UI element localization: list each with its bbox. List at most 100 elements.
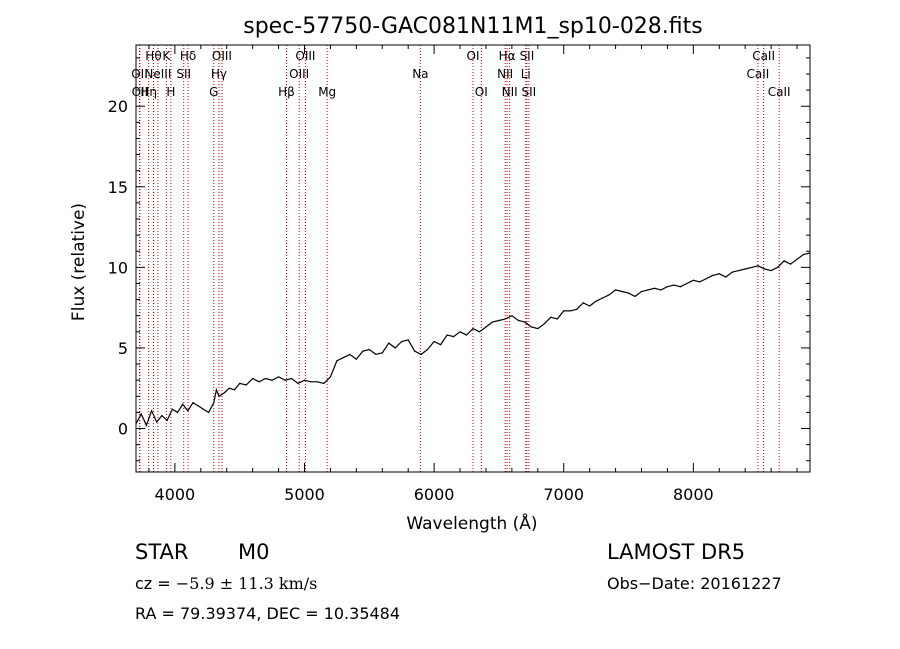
spectrum-point-23 <box>252 377 254 380</box>
line-marker-label-20: Hα <box>499 49 516 63</box>
spectrum-point-96 <box>725 276 727 278</box>
spectrum-point-86 <box>660 289 662 291</box>
spectrum-point-37 <box>342 357 344 359</box>
spectrum-point-45 <box>394 347 396 349</box>
spectrum-point-64 <box>517 319 520 322</box>
spectrum-point-24 <box>258 381 260 383</box>
spectrum-point-105 <box>783 260 785 262</box>
x-tick-label-0: 4000 <box>155 485 196 504</box>
spectrum-point-6 <box>166 419 168 421</box>
spectrum-point-55 <box>459 331 461 333</box>
spectrum-point-13 <box>202 408 204 410</box>
spectrum-point-25 <box>265 377 267 380</box>
spectrum-point-12 <box>197 405 199 407</box>
spectrum-point-32 <box>310 381 312 383</box>
line-marker-label-24: SII <box>522 85 537 99</box>
observation-date: Obs−Date: 20161227 <box>607 574 782 593</box>
spectrum-point-88 <box>673 284 675 286</box>
spectrum-point-77 <box>602 297 604 299</box>
spectrum-point-108 <box>802 253 805 256</box>
spectrum-point-3 <box>151 410 153 412</box>
line-markers <box>138 45 780 472</box>
line-marker-label-2: Hη <box>140 85 157 99</box>
spectrum-point-53 <box>446 334 448 336</box>
spectrum-series <box>135 252 811 427</box>
spectrum-point-4 <box>156 421 158 423</box>
spectrum-point-16 <box>215 389 217 391</box>
chart-title: spec-57750-GAC081N11M1_sp10-028.fits <box>243 14 703 39</box>
line-marker-label-3: Hθ <box>145 49 161 63</box>
spectrum-point-34 <box>323 382 325 384</box>
line-marker-label-11: OIII <box>212 49 232 63</box>
spectrum-point-63 <box>511 315 513 317</box>
line-marker-label-21: NII <box>502 85 518 99</box>
spectrum-point-100 <box>751 266 753 268</box>
plot-frame <box>135 44 811 473</box>
coordinates: RA = 79.39374, DEC = 10.35484 <box>135 604 401 623</box>
spectrum-point-104 <box>777 266 779 268</box>
spectrum-point-73 <box>576 308 578 310</box>
line-marker-label-19: NII <box>497 67 513 81</box>
spectrum-point-99 <box>744 268 746 270</box>
spectrum-point-78 <box>608 294 610 296</box>
spectrum-point-14 <box>208 411 210 413</box>
spectrum-point-69 <box>550 316 552 318</box>
spectrum-point-51 <box>433 340 435 343</box>
spectrum-point-48 <box>414 350 416 352</box>
line-marker-label-26: CaII <box>752 49 775 63</box>
spectrum-point-54 <box>453 336 455 338</box>
spectrum-point-94 <box>712 274 714 276</box>
line-marker-label-15: Mg <box>318 85 336 99</box>
spectrum-point-5 <box>161 415 163 417</box>
y-tick-label-0: 0 <box>118 419 128 438</box>
redshift-line: cz = −5.9 ± 11.3 km/s <box>135 574 317 593</box>
y-tick-label-1: 5 <box>118 339 128 358</box>
spectrum-point-71 <box>563 310 565 312</box>
line-marker-label-7: SII <box>176 67 191 81</box>
line-marker-label-22: Li <box>521 67 531 81</box>
spectrum-point-47 <box>407 339 409 341</box>
spectrum-point-98 <box>738 270 740 272</box>
spectrum-point-107 <box>796 258 798 260</box>
spectrum-point-76 <box>595 300 597 302</box>
spectrum-point-58 <box>478 331 481 333</box>
spectrum-point-44 <box>388 342 390 344</box>
spectrum-point-70 <box>556 318 558 320</box>
spectrum-point-42 <box>375 353 377 355</box>
spectrum-point-17 <box>218 395 220 397</box>
spectrum-point-56 <box>465 334 468 336</box>
object-class: STAR <box>135 540 189 564</box>
line-marker-label-18: OI <box>475 85 488 99</box>
spectrum-point-75 <box>589 305 591 307</box>
spectrum-point-97 <box>731 271 733 273</box>
spectrum-point-68 <box>543 323 545 325</box>
spectrum-point-79 <box>615 289 617 291</box>
spectrum-point-29 <box>290 377 293 380</box>
spectrum-point-66 <box>530 326 532 328</box>
y-tick-label-4: 20 <box>108 97 128 116</box>
line-marker-label-8: Hδ <box>180 49 196 63</box>
spectrum-point-38 <box>349 353 351 355</box>
line-marker-label-10: Hγ <box>211 67 227 81</box>
spectrum-point-8 <box>176 411 179 413</box>
spectrum-point-30 <box>297 382 299 384</box>
x-axis-label: Wavelength (Å) <box>406 512 537 534</box>
spectrum-point-18 <box>223 392 225 394</box>
spectrum-point-93 <box>705 278 707 280</box>
spectrum-point-46 <box>401 340 403 343</box>
spectrum-point-62 <box>504 318 506 320</box>
spectrum-point-65 <box>524 321 526 323</box>
spectrum-point-95 <box>718 273 720 275</box>
spectrum-point-49 <box>420 353 422 355</box>
spectrum-point-59 <box>485 326 487 328</box>
spectrum-point-50 <box>427 348 429 351</box>
spectrum-point-74 <box>582 302 584 304</box>
spectrum-point-28 <box>284 379 286 381</box>
spectrum-point-80 <box>621 290 623 293</box>
line-marker-label-27: CaII <box>768 85 791 99</box>
spectrum-point-43 <box>381 352 383 354</box>
x-tick-label-4: 8000 <box>673 485 714 504</box>
spectrum-point-7 <box>171 408 173 410</box>
cz-value: −5.9 ± 11.3 km/s <box>175 574 318 593</box>
spectrum-point-101 <box>757 265 759 267</box>
